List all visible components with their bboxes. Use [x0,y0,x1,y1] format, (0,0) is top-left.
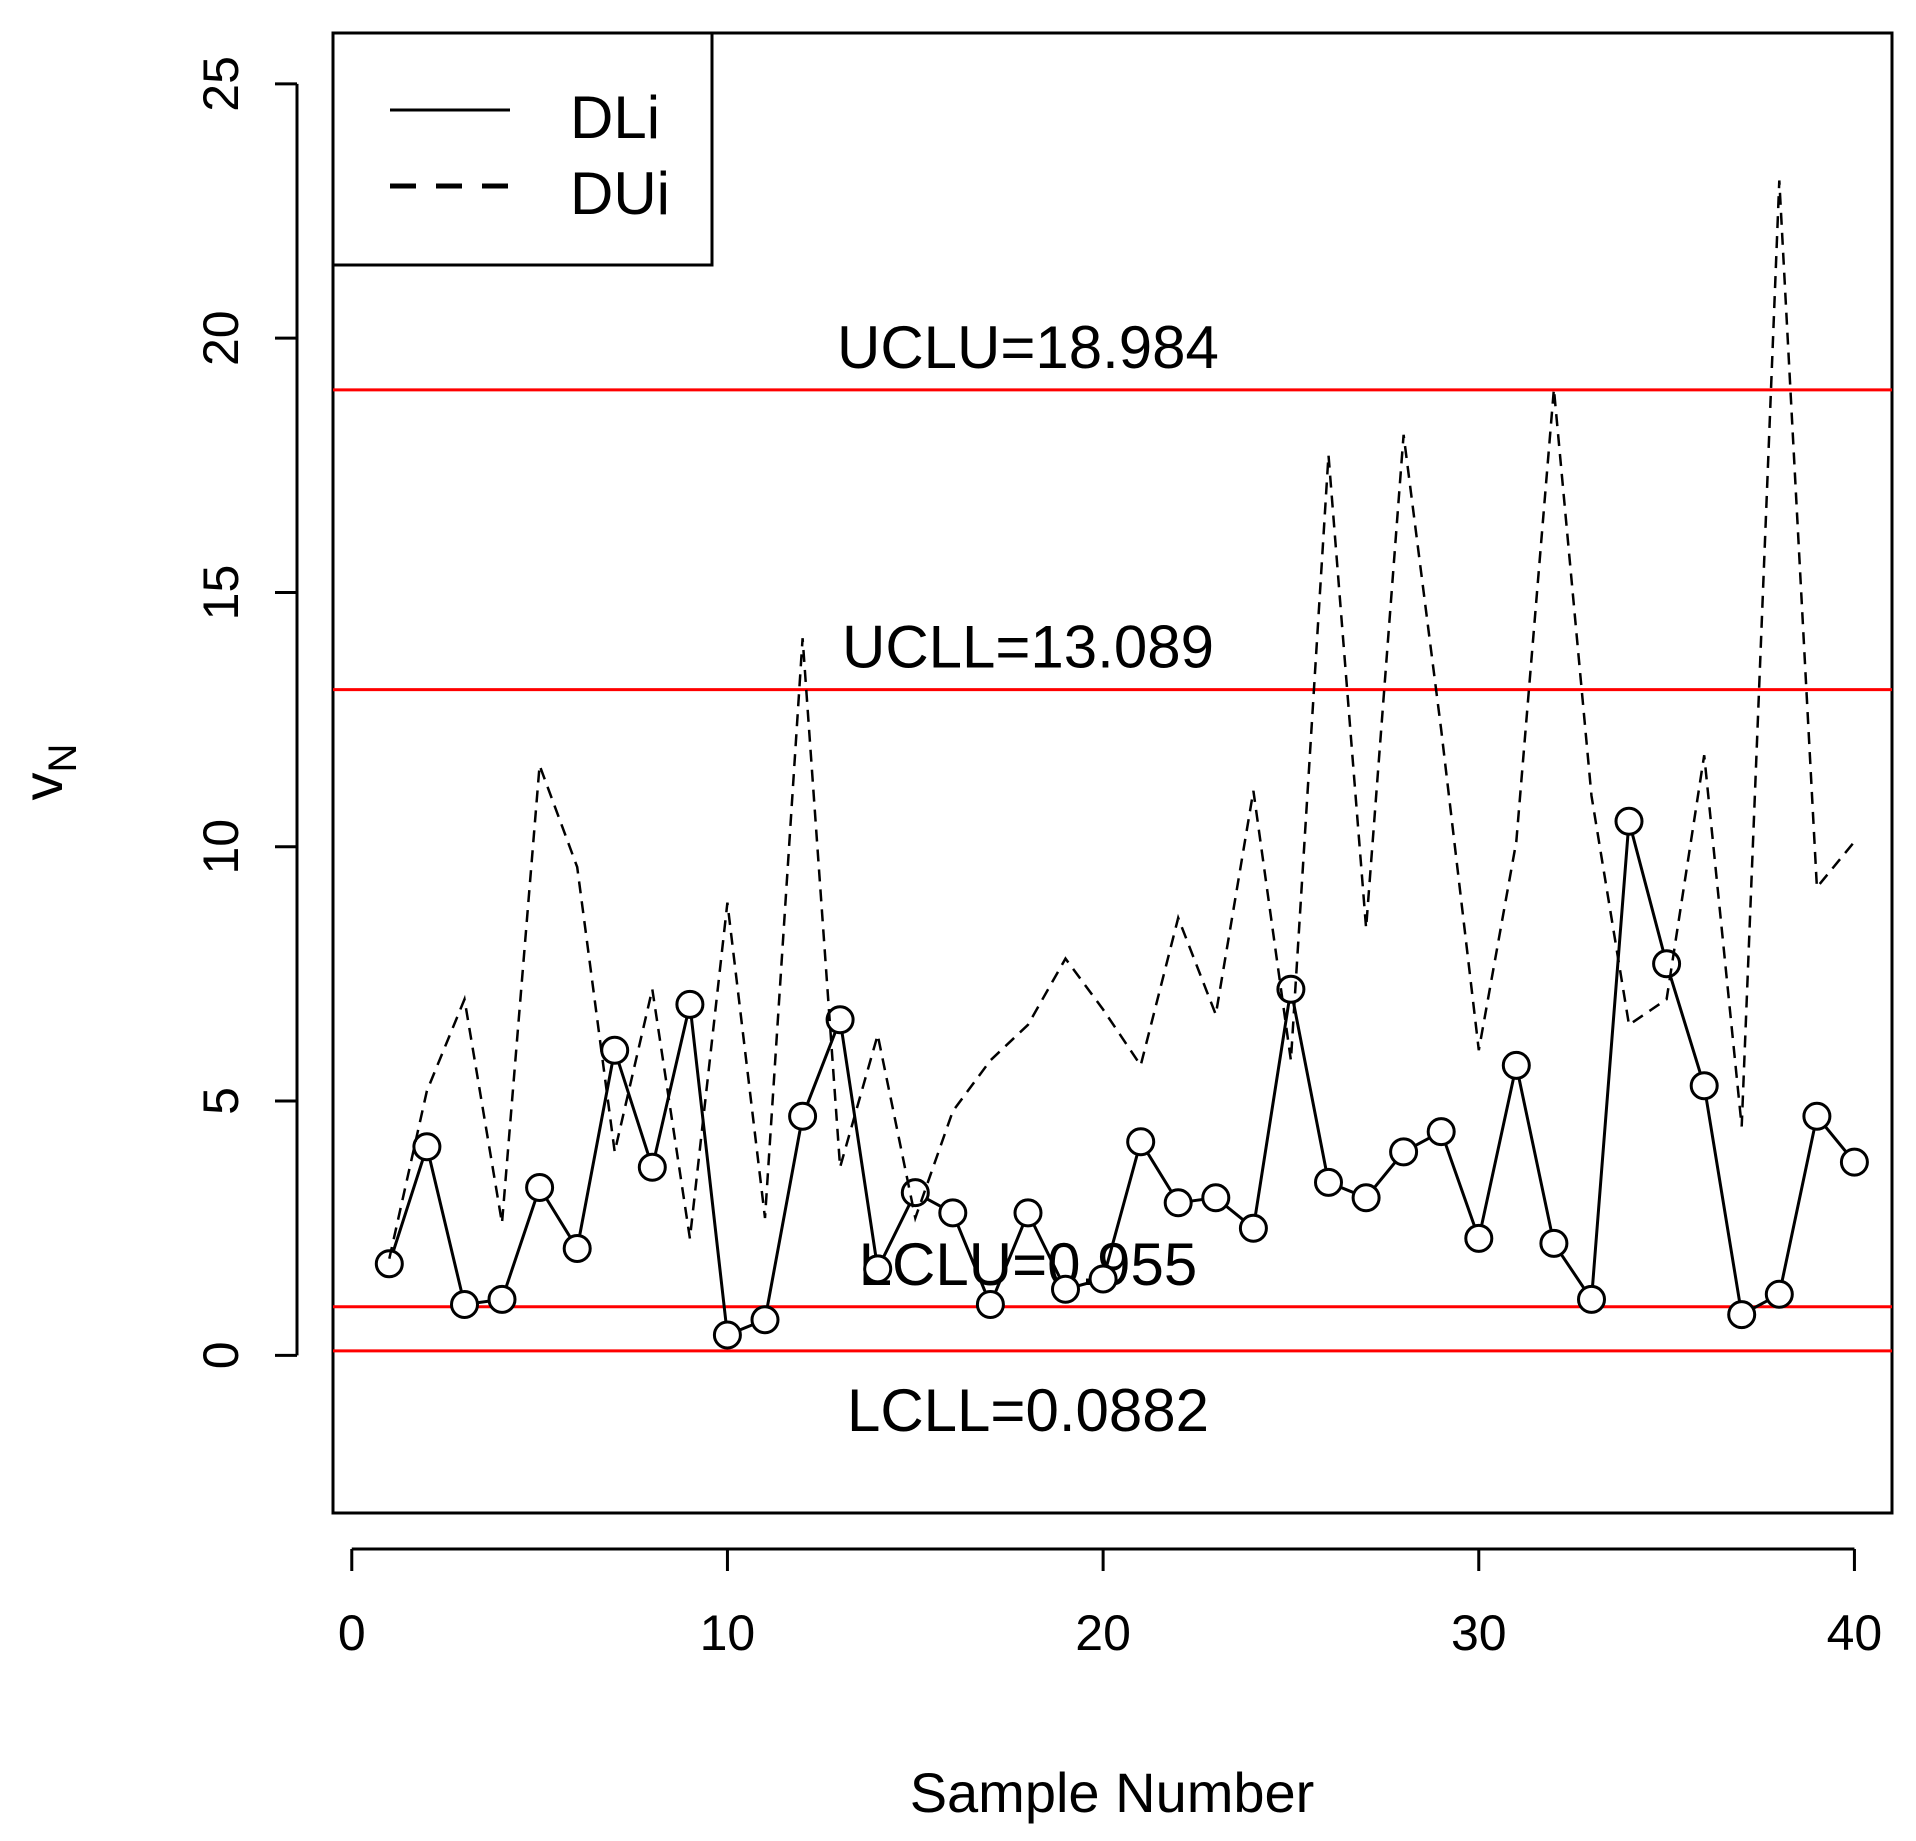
legend-box [331,31,714,267]
point-dli-3 [450,1290,479,1319]
y-tick-label-5: 5 [193,1087,249,1115]
point-dli-39 [1802,1101,1832,1131]
legend: DLi DUi [331,31,714,267]
point-dli-16 [938,1198,968,1228]
point-dli-26 [1314,1167,1343,1197]
y-axis-title-main: v [11,772,74,800]
point-dli-38 [1764,1279,1794,1309]
point-dli-7 [600,1035,630,1065]
x-axis-title: Sample Number [910,1761,1315,1824]
plot-frame [331,31,1894,1515]
x-tick-label-0: 0 [338,1605,366,1661]
y-tick-label-20: 20 [193,310,249,366]
x-tick-label-40: 40 [1827,1605,1883,1661]
point-dli-12 [788,1101,818,1131]
point-dli-40 [1839,1147,1869,1177]
series-group [374,180,1869,1350]
point-dli-10 [712,1320,742,1350]
series-line-dui [388,180,1856,1259]
point-dli-13 [825,1005,855,1035]
point-dli-32 [1539,1228,1569,1258]
point-dli-27 [1351,1183,1381,1213]
point-dli-5 [525,1173,555,1202]
point-dli-21 [1126,1127,1156,1157]
control-label-uclu: UCLU=18.984 [837,314,1219,381]
point-dli-28 [1389,1137,1419,1167]
point-dli-6 [562,1234,592,1263]
point-dli-25 [1276,974,1306,1004]
series-line-dli [387,820,1856,1338]
y-axis: 0 5 10 15 20 25 [193,56,299,1369]
control-lines: UCLU=18.984 UCLL=13.089 LCLU=0.955 LCLL=0.0… [333,314,1892,1444]
point-dli-8 [637,1152,667,1182]
point-dli-22 [1163,1188,1193,1218]
x-tick-label-10: 10 [700,1605,756,1661]
y-tick-label-15: 15 [193,565,249,621]
y-tick-label-25: 25 [193,56,249,112]
control-label-lcll: LCLL=0.0882 [847,1377,1209,1444]
point-dli-19 [1051,1274,1080,1304]
point-dli-33 [1577,1284,1606,1314]
point-dli-31 [1501,1050,1531,1080]
x-tick-label-30: 30 [1451,1605,1507,1661]
point-dli-36 [1689,1071,1719,1101]
point-dli-20 [1088,1264,1118,1294]
point-dli-2 [412,1132,442,1162]
point-dli-30 [1464,1223,1494,1253]
point-dli-11 [750,1305,780,1335]
y-axis-title-subscript: N [41,744,85,773]
point-dli-34 [1614,806,1644,836]
point-dli-37 [1727,1300,1757,1330]
legend-label-dui: DUi [570,160,670,227]
x-axis: 0 10 20 30 40 [338,1547,1883,1661]
point-dli-18 [1013,1198,1043,1228]
point-dli-23 [1201,1183,1231,1213]
point-dli-9 [675,989,705,1019]
y-axis-title: vN [11,744,85,801]
point-dli-4 [487,1284,517,1314]
point-dli-1 [374,1249,404,1279]
legend-label-dli: DLi [570,84,660,151]
point-dli-14 [863,1254,893,1284]
point-dli-17 [975,1290,1005,1319]
control-label-ucll: UCLL=13.089 [842,614,1214,681]
y-tick-label-0: 0 [193,1341,249,1369]
x-tick-label-20: 20 [1075,1605,1131,1661]
point-dli-35 [1652,949,1682,979]
y-tick-label-10: 10 [193,819,249,875]
point-dli-29 [1426,1117,1456,1147]
point-dli-24 [1238,1213,1268,1243]
control-label-lclu: LCLU=0.955 [859,1231,1198,1298]
